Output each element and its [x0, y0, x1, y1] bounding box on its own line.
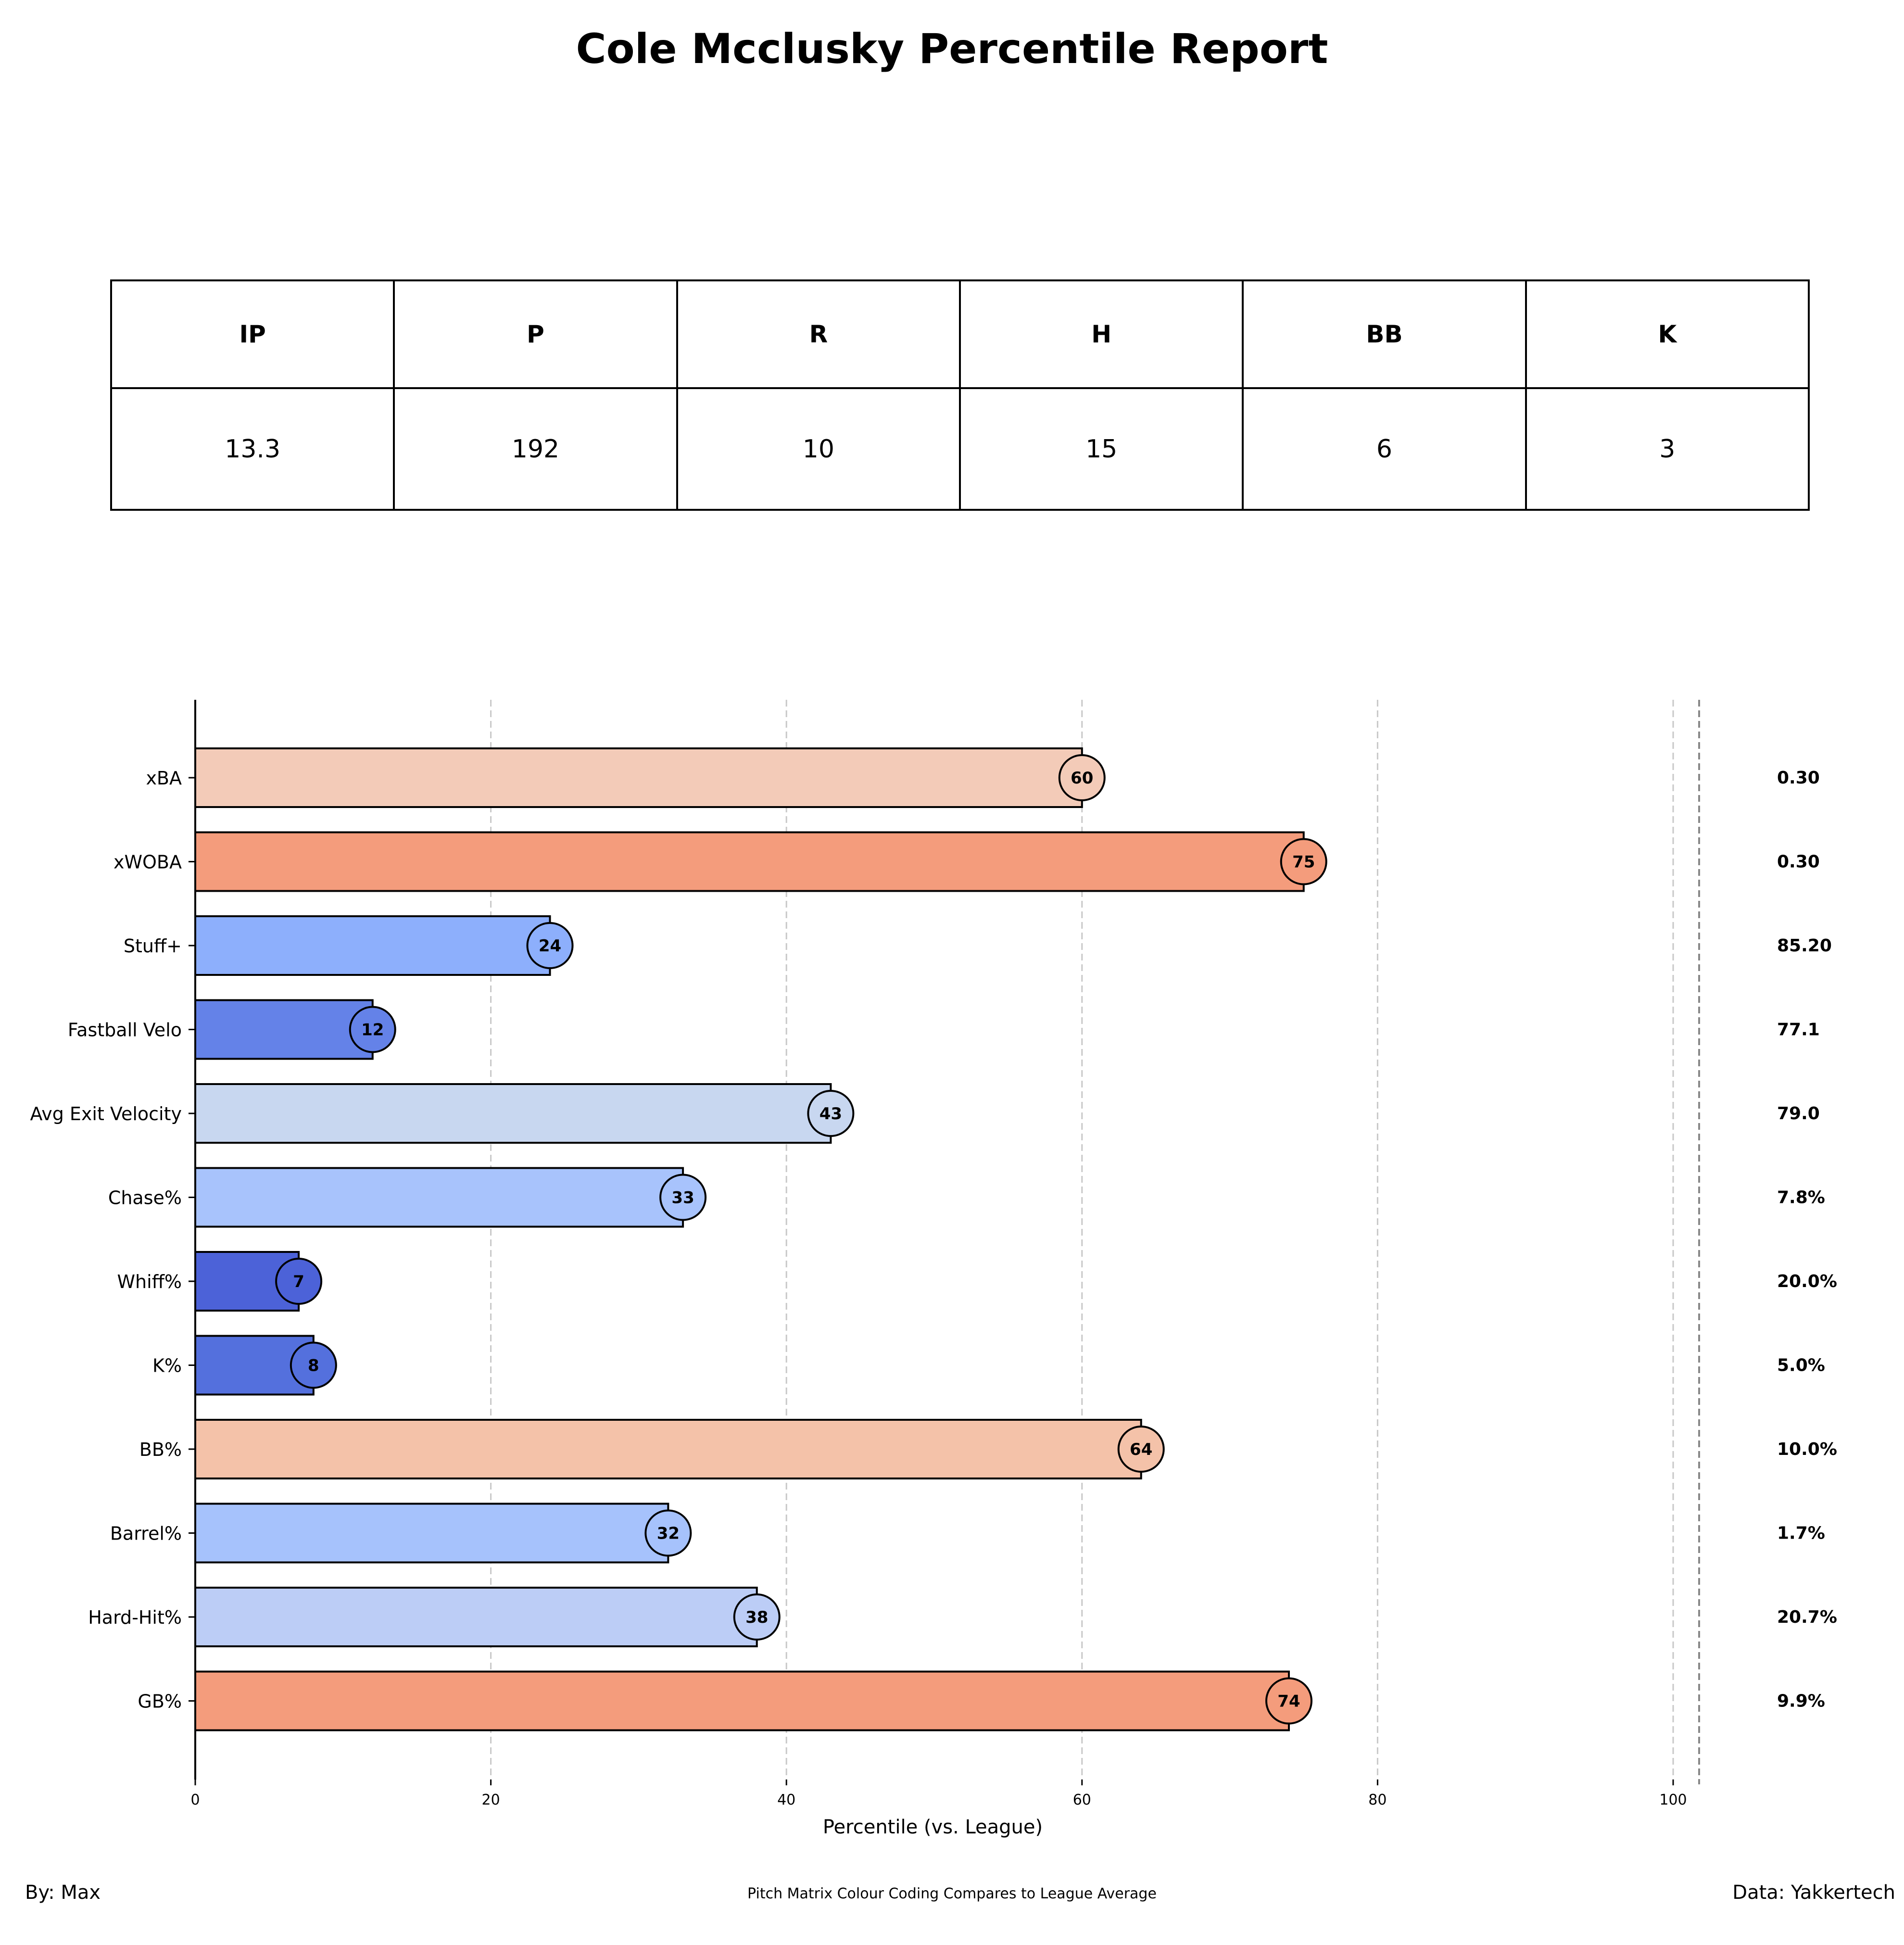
bar-11 [194, 1670, 1290, 1731]
stat-value-9: 1.7% [1777, 1524, 1825, 1543]
stats-value-bb: 6 [1242, 387, 1527, 511]
bar-1 [194, 831, 1305, 892]
category-label-1: xWOBA [113, 852, 182, 873]
stats-value-p: 192 [393, 387, 678, 511]
stat-value-11: 9.9% [1777, 1692, 1825, 1711]
stats-value-h: 15 [958, 387, 1244, 511]
category-label-5: Chase% [108, 1187, 182, 1209]
stats-value-k: 3 [1525, 387, 1810, 511]
stats-header-row: IP P R H BB K [110, 279, 1810, 389]
bar-marker-3 [349, 1006, 396, 1053]
bar-value-label-10: 38 [745, 1608, 768, 1627]
category-label-8: BB% [139, 1439, 182, 1460]
stats-value-ip: 13.3 [110, 387, 395, 511]
bar-marker-11 [1265, 1677, 1313, 1725]
bar-marker-6 [275, 1258, 323, 1305]
stats-table: IP P R H BB K 13.3 192 10 15 6 3 [110, 279, 1810, 511]
category-label-7: K% [152, 1355, 182, 1377]
stat-value-5: 7.8% [1777, 1188, 1825, 1208]
category-label-6: Whiff% [117, 1271, 182, 1292]
bar-marker-7 [290, 1341, 337, 1389]
axis-layer: xBA 0.30 xWOBA 0.30 Stuff+ 85.20 Fastball Velo… [30, 700, 1837, 1838]
stats-value-r: 10 [676, 387, 961, 511]
x-axis-label: Percentile (vs. League) [823, 1816, 1043, 1838]
bar-9 [194, 1503, 669, 1564]
stat-value-8: 10.0% [1777, 1440, 1837, 1459]
footer-source: Data: Yakkertech [1732, 1882, 1895, 1904]
stats-header-h: H [958, 279, 1244, 389]
bars-layer: 60 75 24 12 43 33 7 8 64 32 38 74 [194, 747, 1327, 1731]
bar-marker-5 [659, 1174, 707, 1221]
category-label-0: xBA [146, 768, 182, 789]
bar-0 [194, 747, 1083, 808]
bar-value-label-4: 43 [820, 1104, 842, 1124]
footer-note: Pitch Matrix Colour Coding Compares to L… [747, 1885, 1157, 1902]
category-label-9: Barrel% [110, 1523, 182, 1544]
bar-value-label-3: 12 [361, 1021, 384, 1040]
bar-marker-9 [644, 1509, 692, 1557]
bar-4 [194, 1083, 832, 1144]
stat-value-4: 79.0 [1777, 1104, 1820, 1124]
stat-value-7: 5.0% [1777, 1356, 1825, 1376]
bar-marker-2 [526, 922, 574, 969]
bar-value-label-8: 64 [1130, 1440, 1152, 1459]
xtick-label-80: 80 [1368, 1792, 1387, 1808]
bar-value-label-6: 7 [293, 1272, 304, 1291]
bar-value-label-7: 8 [308, 1356, 319, 1376]
category-label-3: Fastball Velo [68, 1020, 182, 1041]
stats-header-bb: BB [1242, 279, 1527, 389]
bar-2 [194, 915, 551, 976]
bar-marker-0 [1058, 754, 1106, 801]
category-label-2: Stuff+ [124, 935, 182, 957]
stats-header-k: K [1525, 279, 1810, 389]
xtick-label-40: 40 [777, 1792, 795, 1808]
stats-header-ip: IP [110, 279, 395, 389]
bar-value-label-1: 75 [1292, 853, 1315, 872]
stat-value-0: 0.30 [1777, 768, 1820, 788]
footer-author: By: Max [25, 1882, 101, 1904]
stats-value-row: 13.3 192 10 15 6 3 [110, 387, 1810, 511]
xtick-label-60: 60 [1073, 1792, 1091, 1808]
stat-value-10: 20.7% [1777, 1607, 1837, 1627]
page-title: Cole Mcclusky Percentile Report [576, 25, 1328, 73]
stat-value-6: 20.0% [1777, 1272, 1837, 1291]
stat-value-1: 0.30 [1777, 852, 1820, 872]
xtick-label-100: 100 [1659, 1792, 1687, 1808]
bar-5 [194, 1167, 684, 1228]
bar-marker-4 [807, 1090, 855, 1137]
stat-value-3: 77.1 [1777, 1020, 1820, 1040]
category-label-11: GB% [138, 1691, 182, 1712]
category-label-4: Avg Exit Velocity [30, 1103, 182, 1124]
bar-marker-10 [733, 1593, 781, 1641]
stats-header-r: R [676, 279, 961, 389]
bar-value-label-2: 24 [539, 936, 561, 956]
bar-value-label-5: 33 [671, 1188, 694, 1208]
stats-header-p: P [393, 279, 678, 389]
xtick-label-0: 0 [190, 1792, 200, 1808]
bar-3 [194, 999, 374, 1060]
bar-marker-1 [1280, 838, 1327, 885]
category-label-10: Hard-Hit% [88, 1607, 182, 1628]
bar-8 [194, 1419, 1142, 1479]
bar-value-label-9: 32 [657, 1524, 680, 1543]
bar-10 [194, 1587, 758, 1647]
bar-value-label-0: 60 [1071, 769, 1093, 788]
bar-value-label-11: 74 [1277, 1692, 1300, 1711]
xtick-label-20: 20 [482, 1792, 500, 1808]
bar-marker-8 [1117, 1426, 1165, 1473]
stat-value-2: 85.20 [1777, 936, 1832, 956]
